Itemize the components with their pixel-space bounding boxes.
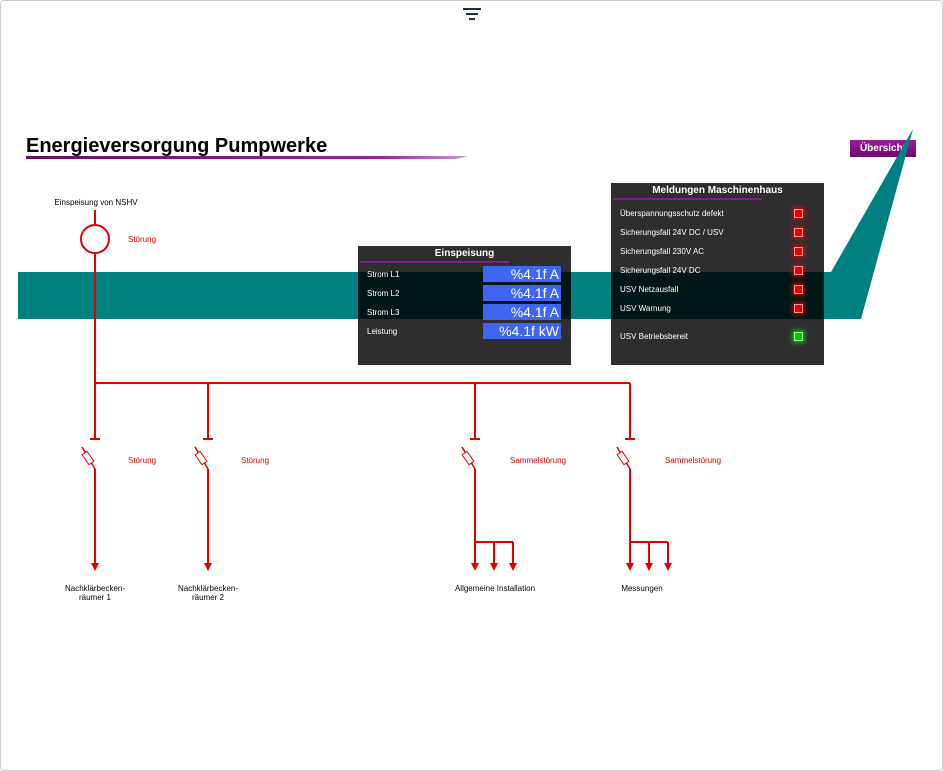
- einspeisung-row-label: Strom L3: [367, 308, 400, 317]
- arrow-icon: [509, 563, 517, 571]
- filter-icon[interactable]: [463, 7, 481, 21]
- branch-2-label: Nachklärbecken-räumer 2: [158, 584, 258, 602]
- branch-3-status: Sammelstörung: [510, 456, 567, 465]
- arrow-icon: [626, 563, 634, 571]
- einspeisung-value: %4.1f A: [483, 304, 561, 320]
- branch-1-status: Störung: [128, 456, 157, 465]
- message-label: USV Betriebsbereit: [620, 332, 689, 341]
- fuse-icon: [194, 450, 208, 466]
- arrow-icon: [664, 563, 672, 571]
- message-label: Sicherungsfall 24V DC: [620, 266, 701, 275]
- message-label: USV Warnung: [620, 304, 671, 313]
- status-led-red: [794, 247, 803, 256]
- arrow-icon: [490, 563, 498, 571]
- fuse-icon: [81, 450, 95, 466]
- arrow-icon: [91, 563, 99, 571]
- branch-1-label-line1: Nachklärbecken-: [64, 584, 126, 593]
- einspeisung-value: %4.1f kW: [483, 323, 561, 339]
- einspeisung-title: Einspeisung: [358, 246, 571, 263]
- einspeisung-row-label: Strom L2: [367, 289, 400, 298]
- arrow-icon: [645, 563, 653, 571]
- message-label: Sicherungsfall 230V AC: [620, 247, 705, 256]
- status-led-red: [794, 285, 803, 294]
- branch-1-label-line2: räumer 1: [78, 593, 111, 602]
- einspeisung-value: %4.1f A: [483, 266, 561, 282]
- arrow-icon: [204, 563, 212, 571]
- branch-2-label-line1: Nachklärbecken-: [177, 584, 239, 593]
- meldungen-title: Meldungen Maschinenhaus: [611, 183, 824, 200]
- message-label: Überspannungsschutz defekt: [620, 209, 724, 218]
- branch-1-label: Nachklärbecken-räumer 1: [45, 584, 145, 602]
- status-led-red: [794, 266, 803, 275]
- title-underline: [26, 156, 469, 159]
- status-led-red: [794, 228, 803, 237]
- arrow-icon: [471, 563, 479, 571]
- feed-label: Einspeisung von NSHV: [54, 198, 138, 207]
- branch-4-status: Sammelstörung: [665, 456, 722, 465]
- status-led-green: [794, 332, 803, 341]
- fuse-icon: [616, 450, 630, 466]
- branch-3-label: Allgemeine Installation: [454, 584, 536, 593]
- message-label: Sicherungsfall 24V DC / USV: [620, 228, 724, 237]
- status-led-red: [794, 209, 803, 218]
- branch-2-label-line2: räumer 2: [191, 593, 224, 602]
- branch-2-status: Störung: [241, 456, 270, 465]
- page-title: Energieversorgung Pumpwerke: [26, 135, 328, 157]
- status-led-red: [794, 304, 803, 313]
- fuse-icon: [461, 450, 475, 466]
- einspeisung-row-label: Strom L1: [367, 270, 400, 279]
- message-label: USV Netzausfall: [620, 285, 679, 294]
- meldungen-panel: Meldungen Maschinenhaus Überspannungssch…: [611, 183, 824, 365]
- feed-status: Störung: [128, 235, 157, 244]
- einspeisung-row-label: Leistung: [367, 327, 398, 336]
- branch-4-label: Messungen: [621, 584, 663, 593]
- einspeisung-panel: Einspeisung Strom L1 %4.1f A Strom L2 %4.…: [358, 246, 571, 365]
- einspeisung-value: %4.1f A: [483, 285, 561, 301]
- feed-transformer-symbol: [80, 224, 110, 254]
